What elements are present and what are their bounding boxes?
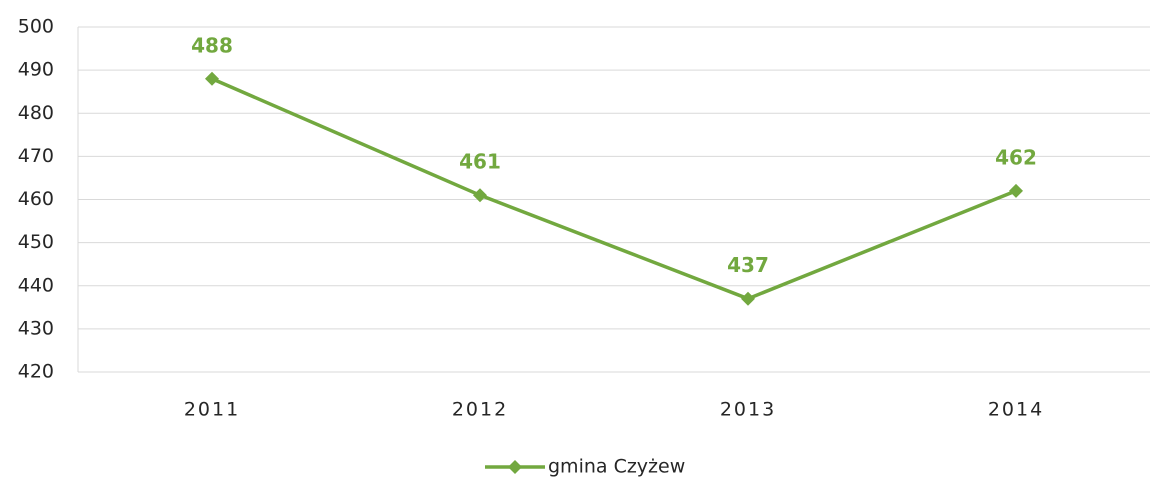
legend-label: gmina Czyżew — [548, 456, 685, 478]
data-label: 437 — [727, 253, 769, 277]
y-tick-label: 470 — [18, 145, 54, 167]
y-tick-label: 500 — [18, 16, 54, 38]
y-tick-label: 420 — [18, 361, 54, 383]
y-tick-label: 490 — [18, 59, 54, 81]
y-tick-label: 450 — [18, 231, 54, 253]
x-tick-label: 2013 — [720, 399, 776, 421]
data-label: 461 — [459, 150, 501, 174]
x-tick-label: 2012 — [452, 399, 508, 421]
legend-marker — [508, 460, 522, 474]
point — [205, 71, 219, 86]
point — [741, 291, 755, 306]
x-tick-label: 2014 — [988, 399, 1044, 421]
point — [1009, 183, 1023, 198]
line — [211, 77, 1017, 301]
x-tick-label: 2011 — [184, 399, 240, 421]
point — [473, 188, 487, 203]
y-tick-label: 460 — [18, 188, 54, 210]
y-tick-label: 480 — [18, 102, 54, 124]
data-label: 488 — [191, 33, 233, 57]
y-tick-label: 440 — [18, 274, 54, 296]
y-tick-label: 430 — [18, 317, 54, 339]
data-label: 462 — [995, 145, 1037, 169]
